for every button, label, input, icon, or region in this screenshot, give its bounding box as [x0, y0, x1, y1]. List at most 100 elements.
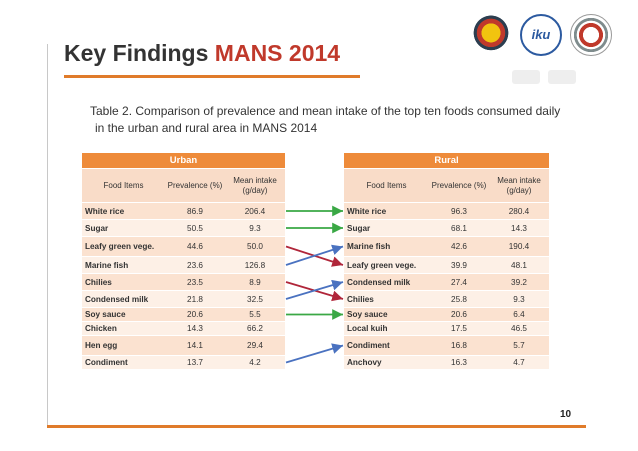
- table-row: Chicken 14.3 66.2: [82, 322, 285, 335]
- food-item-cell: Local kuih: [344, 322, 429, 335]
- mean-intake-cell: 50.0: [225, 237, 285, 256]
- food-item-cell: Condensed milk: [82, 291, 165, 307]
- slide-title: Key Findings MANS 2014: [64, 40, 340, 67]
- table-row: Condiment 13.7 4.2: [82, 356, 285, 369]
- caption-line-2: in the urban and rural area in MANS 2014: [95, 121, 318, 135]
- table-row: Condensed milk 27.4 39.2: [344, 274, 549, 290]
- mean-intake-cell: 126.8: [225, 257, 285, 273]
- food-item-cell: Chilies: [344, 291, 429, 307]
- prevalence-cell: 14.1: [165, 336, 225, 355]
- rural-col-food-items: Food Items: [344, 169, 429, 202]
- faded-mark: [548, 70, 576, 84]
- coat-of-arms-logo: [470, 14, 512, 56]
- table-row: Hen egg 14.1 29.4: [82, 336, 285, 355]
- rank-arrow-chilies: [285, 281, 344, 302]
- mean-intake-cell: 5.7: [489, 336, 549, 355]
- food-item-cell: Leafy green vege.: [344, 257, 429, 273]
- table-caption: Table 2. Comparison of prevalence and me…: [90, 103, 610, 137]
- faded-mark: [512, 70, 540, 84]
- prevalence-cell: 21.8: [165, 291, 225, 307]
- rural-table: Rural Food Items Prevalence (%) Mean int…: [344, 152, 549, 370]
- table-row: Condensed milk 21.8 32.5: [82, 291, 285, 307]
- table-row: Leafy green vege. 39.9 48.1: [344, 257, 549, 273]
- rural-table-body: White rice 96.3 280.4 Sugar 68.1 14.3 Marine f…: [344, 203, 549, 369]
- table-row: Leafy green vege. 44.6 50.0: [82, 237, 285, 256]
- rural-col-mean-intake: Mean intake (g/day): [489, 169, 549, 202]
- urban-col-food-items: Food Items: [82, 169, 165, 202]
- prevalence-cell: 42.6: [429, 237, 489, 256]
- iku-logo-text: iku: [531, 27, 551, 42]
- urban-col-mean-intake: Mean intake (g/day): [225, 169, 285, 202]
- prevalence-cell: 39.9: [429, 257, 489, 273]
- table-row: Chilies 25.8 9.3: [344, 291, 549, 307]
- urban-col-prevalence: Prevalence (%): [165, 169, 225, 202]
- table-row: Marine fish 42.6 190.4: [344, 237, 549, 256]
- prevalence-cell: 27.4: [429, 274, 489, 290]
- mean-intake-cell: 4.7: [489, 356, 549, 369]
- rank-arrow-leafy-green-vege: [285, 245, 344, 267]
- food-item-cell: Marine fish: [344, 237, 429, 256]
- food-item-cell: White rice: [82, 203, 165, 219]
- mean-intake-cell: 5.5: [225, 308, 285, 321]
- table-row: Condiment 16.8 5.7: [344, 336, 549, 355]
- logo-group: iku: [470, 10, 620, 84]
- food-item-cell: Chilies: [82, 274, 165, 290]
- mean-intake-cell: 66.2: [225, 322, 285, 335]
- title-underline: [64, 75, 360, 78]
- food-item-cell: Leafy green vege.: [82, 237, 165, 256]
- prevalence-cell: 23.5: [165, 274, 225, 290]
- prevalence-cell: 13.7: [165, 356, 225, 369]
- table-row: White rice 96.3 280.4: [344, 203, 549, 219]
- mean-intake-cell: 8.9: [225, 274, 285, 290]
- mean-intake-cell: 14.3: [489, 220, 549, 236]
- prevalence-cell: 68.1: [429, 220, 489, 236]
- rural-heading: Rural: [344, 153, 549, 168]
- title-accent: MANS 2014: [214, 40, 341, 66]
- mean-intake-cell: 6.4: [489, 308, 549, 321]
- food-item-cell: Condiment: [344, 336, 429, 355]
- food-item-cell: Soy sauce: [344, 308, 429, 321]
- mean-intake-cell: 9.3: [225, 220, 285, 236]
- prevalence-cell: 50.5: [165, 220, 225, 236]
- iku-logo: iku: [520, 14, 562, 56]
- table-row: Local kuih 17.5 46.5: [344, 322, 549, 335]
- page-number: 10: [560, 409, 572, 420]
- food-item-cell: Chicken: [82, 322, 165, 335]
- prevalence-cell: 25.8: [429, 291, 489, 307]
- mean-intake-cell: 206.4: [225, 203, 285, 219]
- prevalence-cell: 23.6: [165, 257, 225, 273]
- food-item-cell: Condensed milk: [344, 274, 429, 290]
- food-item-cell: Anchovy: [344, 356, 429, 369]
- mean-intake-cell: 280.4: [489, 203, 549, 219]
- mean-intake-cell: 46.5: [489, 322, 549, 335]
- prevalence-cell: 20.6: [429, 308, 489, 321]
- table-row: Soy sauce 20.6 5.5: [82, 308, 285, 321]
- bottom-rule: [47, 425, 586, 428]
- mean-intake-cell: 39.2: [489, 274, 549, 290]
- food-item-cell: Hen egg: [82, 336, 165, 355]
- rank-arrow-condiment: [285, 343, 344, 364]
- table-row: Chilies 23.5 8.9: [82, 274, 285, 290]
- mean-intake-cell: 190.4: [489, 237, 549, 256]
- food-item-cell: Sugar: [82, 220, 165, 236]
- prevalence-cell: 16.8: [429, 336, 489, 355]
- food-item-cell: Condiment: [82, 356, 165, 369]
- prevalence-cell: 17.5: [429, 322, 489, 335]
- mean-intake-cell: 48.1: [489, 257, 549, 273]
- food-item-cell: Marine fish: [82, 257, 165, 273]
- caption-line-1: Table 2. Comparison of prevalence and me…: [90, 104, 561, 118]
- prevalence-cell: 20.6: [165, 308, 225, 321]
- left-divider: [47, 44, 48, 427]
- mean-intake-cell: 29.4: [225, 336, 285, 355]
- urban-table: Urban Food Items Prevalence (%) Mean int…: [82, 152, 285, 370]
- urban-heading: Urban: [82, 153, 285, 168]
- prevalence-cell: 14.3: [165, 322, 225, 335]
- mean-intake-cell: 32.5: [225, 291, 285, 307]
- heart-emblem-logo: [570, 14, 612, 56]
- mean-intake-cell: 9.3: [489, 291, 549, 307]
- table-row: Marine fish 23.6 126.8: [82, 257, 285, 273]
- title-main: Key Findings: [64, 40, 209, 66]
- table-row: Sugar 68.1 14.3: [344, 220, 549, 236]
- table-row: Sugar 50.5 9.3: [82, 220, 285, 236]
- prevalence-cell: 96.3: [429, 203, 489, 219]
